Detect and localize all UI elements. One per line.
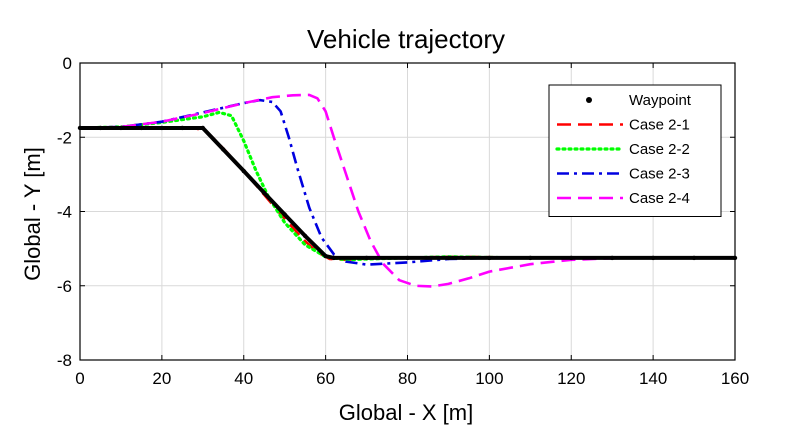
waypoint-point: [221, 147, 226, 152]
chart-title: Vehicle trajectory: [307, 24, 505, 54]
y-tick-label: -2: [57, 128, 72, 147]
waypoint-point: [323, 253, 328, 259]
y-tick-label: -6: [57, 277, 72, 296]
legend-item-case-2-4: Case 2-4: [557, 190, 690, 207]
legend-label: Case 2-1: [629, 117, 690, 134]
x-tick-label: 20: [152, 369, 171, 388]
waypoint-point: [241, 168, 246, 174]
x-tick-label: 0: [75, 369, 84, 388]
legend-label: Case 2-3: [629, 166, 690, 183]
x-axis-label: Global - X [m]: [339, 400, 473, 425]
legend: Waypoint Case 2-1 Case 2-2 Case 2-3 Case 2-4: [548, 84, 722, 217]
waypoint-point: [180, 125, 185, 131]
ticks: 0 20 40 60 80 100 120 140 160 0 -2 -4 -6 -8: [57, 54, 749, 388]
series-line-case-2-4: [79, 93, 735, 288]
series-case-2-4: [79, 93, 735, 288]
series-line-case-2-2: [78, 110, 737, 262]
legend-item-case-2-1: Case 2-1: [557, 117, 690, 134]
legend-item-case-2-3: Case 2-3: [557, 166, 690, 183]
waypoint-point: [98, 125, 103, 131]
x-tick-label: 100: [475, 369, 503, 388]
x-tick-label: 120: [557, 369, 585, 388]
y-tick-label: -4: [57, 203, 72, 222]
x-tick-label: 80: [398, 369, 417, 388]
waypoint-point: [282, 212, 287, 217]
series-layer: [77, 93, 738, 288]
waypoint-point: [487, 255, 492, 261]
x-tick-label: 140: [639, 369, 667, 388]
waypoint-point: [609, 255, 615, 261]
x-tick-label: 60: [316, 369, 335, 388]
x-tick-label: 40: [234, 369, 253, 388]
legend-label: Case 2-4: [629, 190, 690, 207]
waypoint-point: [302, 233, 308, 239]
x-tick-label: 160: [721, 369, 749, 388]
waypoint-point: [569, 255, 574, 261]
waypoint-path: [80, 126, 735, 260]
waypoint-point: [139, 125, 144, 131]
legend-label: Waypoint: [629, 92, 692, 109]
legend-box: [548, 84, 722, 217]
waypoint-point: [650, 255, 656, 261]
waypoint-point: [200, 125, 206, 131]
legend-item-waypoint: Waypoint: [586, 92, 692, 109]
waypoint-point: [405, 255, 410, 261]
legend-swatch: [586, 97, 592, 103]
y-axis-label: Global - Y [m]: [20, 147, 45, 281]
waypoint-point: [159, 125, 165, 131]
series-case-2-2: [78, 110, 737, 262]
waypoint-point: [446, 255, 451, 261]
waypoint-point: [364, 255, 369, 261]
waypoint-point: [528, 255, 533, 261]
waypoint-point: [691, 255, 697, 261]
y-tick-label: 0: [63, 54, 72, 73]
series-waypoint: [77, 125, 738, 261]
waypoint-point: [331, 255, 337, 261]
y-tick-label: -8: [57, 351, 72, 370]
legend-label: Case 2-2: [629, 141, 690, 158]
waypoint-point: [118, 125, 124, 131]
waypoint-point: [262, 190, 267, 196]
legend-item-case-2-2: Case 2-2: [555, 141, 690, 158]
